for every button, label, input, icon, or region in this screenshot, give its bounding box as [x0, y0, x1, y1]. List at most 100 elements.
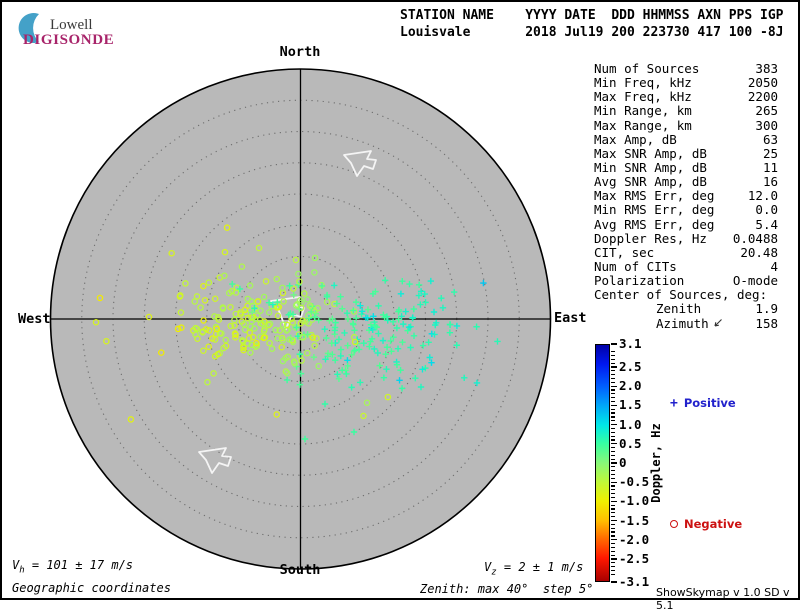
colorbar-minor-tick [611, 420, 615, 422]
source-point [214, 314, 222, 321]
source-point [92, 318, 100, 326]
colorbar-minor-tick [611, 397, 615, 399]
statistic-row: Min Range, km 265 [594, 104, 778, 118]
colorbar-minor-tick [611, 358, 615, 360]
source-point [214, 351, 222, 358]
source-point [231, 322, 238, 329]
statistic-label: Min SNR Amp, dB [594, 159, 707, 175]
source-point [352, 298, 360, 306]
colorbar-minor-tick [611, 485, 615, 487]
source-point [274, 298, 281, 306]
source-point [398, 313, 405, 320]
statistic-row: Max SNR Amp, dB 25 [594, 145, 778, 161]
colorbar-minor-tick [611, 569, 615, 572]
colorbar-minor-tick [611, 523, 615, 525]
source-point [237, 309, 244, 316]
source-point [298, 357, 305, 364]
source-point [326, 317, 333, 324]
colorbar-tick-label: 1.5 [619, 397, 642, 413]
positive-doppler-legend: + Positive [670, 396, 736, 410]
source-point [348, 351, 355, 359]
source-point [360, 412, 367, 420]
source-point [236, 285, 244, 293]
source-point [328, 340, 335, 347]
statistic-value: 25 [762, 145, 778, 161]
source-point [250, 333, 257, 341]
source-point [364, 306, 372, 313]
colorbar-tick-label: -3.1 [619, 574, 650, 589]
colorbar-major-tick [611, 519, 617, 522]
colorbar-minor-tick [611, 466, 615, 468]
source-point [381, 277, 389, 284]
source-point [299, 334, 307, 341]
colorbar-minor-tick [611, 531, 615, 533]
source-point [480, 279, 487, 287]
statistic-value: 11 [762, 159, 778, 175]
source-point [315, 316, 322, 324]
statistic-row: Max Amp, dB 63 [594, 132, 778, 147]
source-point [323, 293, 331, 301]
source-point [239, 338, 247, 345]
colorbar-minor-tick [611, 393, 615, 395]
source-point [288, 315, 295, 323]
source-point [238, 263, 246, 270]
plus-marker-icon: + [670, 395, 678, 411]
source-point [304, 296, 311, 303]
north-label: North [279, 44, 321, 60]
statistic-row: Max Range, km 300 [594, 118, 778, 133]
source-point [323, 334, 330, 342]
colorbar-minor-tick [611, 447, 615, 449]
colorbar-minor-tick [611, 412, 615, 414]
colorbar-minor-tick [611, 473, 615, 476]
source-point [410, 305, 418, 313]
azimuth-label: Azimuth [656, 315, 709, 331]
source-point [232, 334, 239, 341]
colorbar-tick-label: 1.0 [619, 416, 642, 432]
colorbar-minor-tick [611, 377, 615, 380]
colorbar-minor-tick [611, 496, 615, 499]
source-point [279, 357, 287, 365]
colorbar-major-tick [611, 404, 617, 406]
source-point [311, 313, 319, 321]
colorbar-minor-tick [611, 535, 615, 537]
colorbar-ticks [611, 343, 621, 583]
source-point [213, 325, 220, 333]
statistic-row: Polarization O-mode [594, 273, 778, 289]
statistic-label: Max SNR Amp, dB [594, 145, 707, 161]
statistic-row: CIT, sec 20.48 [594, 245, 778, 260]
source-point [192, 331, 199, 338]
colorbar-minor-tick [611, 389, 615, 391]
logo-lowell-text: Lowell [50, 17, 93, 33]
colorbar-tick-label: -0.5 [619, 474, 650, 490]
source-point [240, 344, 247, 352]
source-point [402, 308, 409, 315]
source-point [274, 335, 281, 342]
source-point [426, 354, 433, 361]
source-point [395, 316, 402, 323]
source-point [145, 313, 153, 321]
source-point [415, 292, 423, 299]
source-point [351, 347, 359, 354]
statistic-value: O-mode [732, 273, 778, 289]
source-point [368, 335, 376, 343]
colorbar-major-tick [611, 385, 617, 387]
source-point [375, 330, 382, 337]
source-point [339, 367, 346, 374]
source-point [292, 256, 300, 264]
source-point [370, 313, 377, 320]
source-point [168, 250, 175, 257]
zenith-row: Zenith 1.9 [594, 302, 778, 316]
source-point [251, 304, 258, 312]
header-values: Louisvale 2018 Jul19 200 223730 417 100 … [400, 25, 784, 40]
source-point [248, 298, 255, 305]
colorbar-major-tick [611, 462, 617, 464]
source-point [380, 311, 387, 319]
source-point [177, 309, 185, 316]
source-point [358, 308, 366, 315]
colorbar-minor-tick [611, 381, 615, 383]
source-point [379, 337, 387, 344]
source-point [283, 376, 291, 384]
source-point [438, 294, 445, 302]
source-point [192, 324, 199, 332]
colorbar-minor-tick [611, 554, 615, 556]
